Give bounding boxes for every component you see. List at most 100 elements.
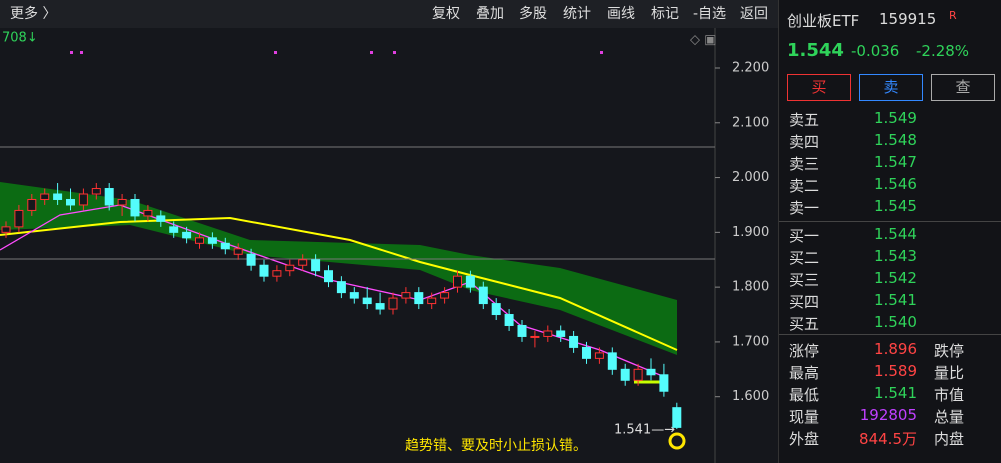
stat-label: 跌停	[934, 342, 965, 360]
candle-body	[491, 303, 501, 316]
book-price: 1.541	[874, 291, 917, 309]
stat-value: 844.5万	[859, 430, 917, 448]
candle-body	[27, 198, 37, 211]
stat-label: 内盘	[934, 430, 965, 448]
pct: -2.28%	[916, 42, 970, 60]
candle-body	[543, 330, 553, 337]
divider	[779, 221, 1001, 222]
action-button[interactable]: 卖	[859, 74, 923, 101]
toolbar-button[interactable]: 标记	[651, 6, 679, 22]
book-price: 1.547	[874, 153, 917, 171]
action-button[interactable]: 买	[787, 74, 851, 101]
candle-body	[246, 253, 256, 266]
price: 1.544	[787, 40, 844, 61]
candle-body	[517, 324, 527, 337]
candle-body	[169, 226, 179, 233]
book-label: 买五	[789, 315, 820, 333]
band	[0, 182, 677, 355]
candle-body	[427, 297, 437, 305]
candle-body	[272, 270, 282, 277]
candle-body	[195, 237, 204, 244]
toolbar-button[interactable]: 叠加	[476, 6, 504, 22]
candle-body	[607, 352, 617, 370]
flag: R	[949, 9, 957, 22]
candle-body	[220, 242, 230, 250]
y-tick-label: 2.100	[732, 115, 769, 130]
book-price: 1.542	[874, 269, 917, 287]
candle-body	[117, 198, 127, 206]
y-tick-label: 2.200	[732, 60, 769, 75]
candle-body	[66, 198, 75, 206]
candle-body	[620, 368, 630, 381]
divider	[779, 334, 1001, 335]
book-label: 卖一	[789, 199, 820, 217]
y-tick-label: 1.800	[732, 280, 769, 295]
candle-body	[104, 188, 114, 206]
candle-body	[349, 292, 359, 299]
stat-label: 最低	[789, 386, 820, 404]
annotation: 趋势错、要及时小止损认错。	[405, 438, 587, 454]
toolbar-button[interactable]: 画线	[607, 6, 635, 22]
book-price: 1.544	[874, 225, 917, 243]
action-button[interactable]: 查	[931, 74, 995, 101]
ma-line	[0, 216, 678, 351]
candle-body	[530, 335, 540, 338]
candle-body	[569, 335, 579, 348]
stat-label: 最高	[789, 364, 820, 382]
candle-body	[207, 237, 217, 244]
stat-value: 1.896	[874, 340, 917, 358]
toolbar-button[interactable]: 多股	[519, 5, 547, 22]
dots	[70, 51, 603, 54]
candle-body	[1, 226, 11, 233]
candle-body	[130, 198, 140, 217]
toolbar-button[interactable]: 统计	[563, 6, 591, 22]
book-label: 卖三	[789, 155, 820, 173]
candle-body	[336, 281, 346, 294]
stat-label: 量比	[934, 364, 965, 382]
candle-body	[40, 193, 50, 200]
stat-label: 总量	[934, 408, 965, 426]
chart: 708↓ 更多 〉 ◇ ▣ 1.541—→ 趋势错、要及时小止损认错。 复权 叠加…	[0, 5, 770, 463]
book-price: 1.546	[874, 175, 917, 193]
book-price: 1.545	[874, 197, 917, 215]
candle-body	[388, 297, 398, 310]
stock-code: 159915	[879, 10, 937, 28]
change: -0.036	[851, 42, 900, 60]
book-label: 买四	[789, 293, 820, 311]
toolbar-button[interactable]: -自选	[693, 6, 726, 22]
stock-name: 创业板ETF	[787, 12, 860, 30]
candle-body	[556, 330, 566, 337]
stat-value: 1.541	[874, 384, 917, 402]
candle-body	[659, 374, 669, 392]
book-price: 1.548	[874, 131, 917, 149]
candle-body	[285, 264, 295, 272]
candle-body	[156, 215, 166, 222]
icon[interactable]: ◇ ▣	[690, 33, 716, 48]
candle-body	[672, 407, 682, 428]
candle-body	[233, 248, 243, 255]
book-price: 1.549	[874, 109, 917, 127]
candle-body	[14, 209, 24, 228]
toolbar-button[interactable]: 复权	[432, 5, 460, 22]
more-button[interactable]: 更多 〉	[10, 5, 56, 22]
indicator: 708↓	[2, 31, 38, 46]
quote-panel: 创业板ETF 159915 R 1.544 -0.036 -2.28% 买卖查卖五 1.549…	[778, 0, 1001, 463]
toolbar-button[interactable]: 返回	[740, 6, 768, 22]
candle-body	[440, 292, 450, 299]
candle-body	[324, 270, 333, 283]
candle-body	[633, 368, 643, 381]
stat-value: 192805	[859, 406, 917, 424]
book-label: 买二	[789, 249, 820, 267]
y-tick-label: 1.700	[732, 334, 769, 349]
candle-body	[478, 286, 488, 305]
candle-body	[594, 352, 604, 359]
book-label: 卖二	[789, 177, 820, 195]
candle-body	[298, 259, 308, 266]
candle-body	[375, 303, 385, 310]
candle-body	[465, 275, 475, 288]
candle-body	[143, 209, 153, 217]
stat-label: 市值	[934, 386, 965, 404]
candle-body	[182, 231, 192, 239]
book-label: 卖五	[789, 111, 820, 129]
